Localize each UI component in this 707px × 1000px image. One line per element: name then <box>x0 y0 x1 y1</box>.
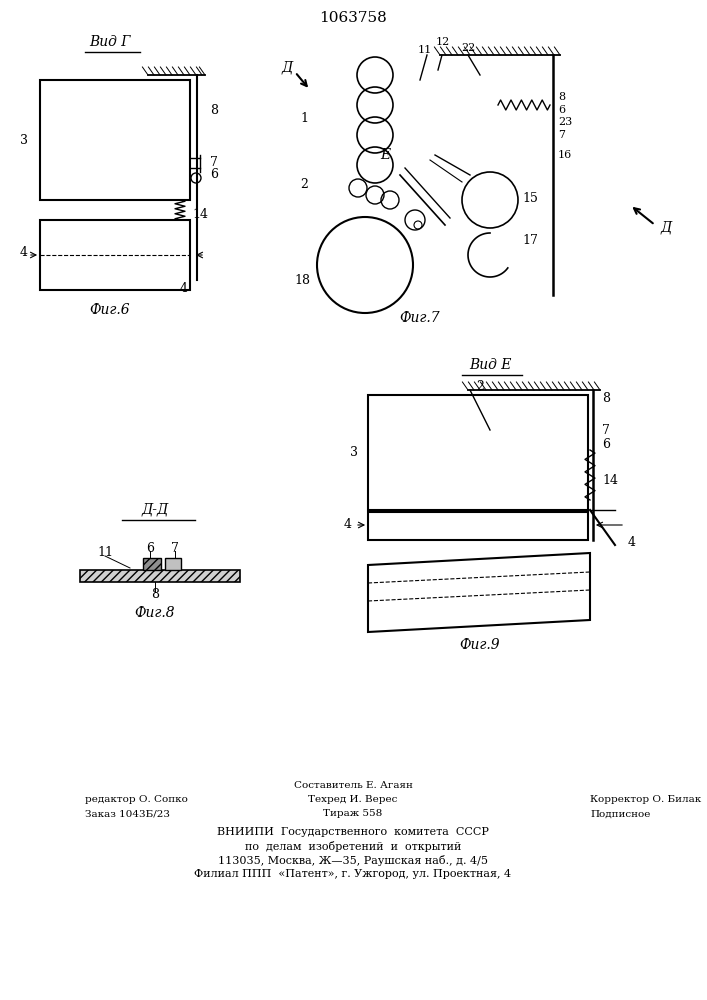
Bar <box>80 570 240 582</box>
Text: Фиг.8: Фиг.8 <box>135 606 175 620</box>
Text: 3: 3 <box>350 446 358 458</box>
Text: ВНИИПИ  Государственного  комитета  СССР: ВНИИПИ Государственного комитета СССР <box>217 827 489 837</box>
Text: Составитель Е. Агаян: Составитель Е. Агаян <box>293 782 412 790</box>
Text: 17: 17 <box>522 233 538 246</box>
Bar <box>368 395 588 510</box>
Text: 11: 11 <box>418 45 432 55</box>
Text: 6: 6 <box>558 105 565 115</box>
Text: 18: 18 <box>294 273 310 286</box>
Text: 1063758: 1063758 <box>319 11 387 25</box>
Text: 2: 2 <box>300 178 308 192</box>
Text: 7: 7 <box>210 156 218 169</box>
Text: 4: 4 <box>344 518 352 530</box>
Text: 11: 11 <box>97 546 113 558</box>
Text: Д: Д <box>660 220 671 234</box>
Bar <box>40 80 190 200</box>
Bar <box>143 558 161 570</box>
Text: 8: 8 <box>210 104 218 116</box>
Text: Фиг.6: Фиг.6 <box>90 303 130 317</box>
Text: 7: 7 <box>558 130 565 140</box>
Text: 8: 8 <box>151 588 159 601</box>
Text: 3: 3 <box>20 133 28 146</box>
Text: 4: 4 <box>180 282 188 294</box>
Text: 113035, Москва, Ж—35, Раушская наб., д. 4/5: 113035, Москва, Ж—35, Раушская наб., д. … <box>218 854 488 865</box>
Text: 7: 7 <box>171 542 179 554</box>
Text: Техред И. Верес: Техред И. Верес <box>308 796 397 804</box>
Text: 8: 8 <box>558 92 565 102</box>
Text: 7: 7 <box>602 424 610 436</box>
Text: 6: 6 <box>146 542 154 554</box>
Text: 1: 1 <box>300 111 308 124</box>
Text: Фиг.7: Фиг.7 <box>399 311 440 325</box>
Text: Вид E: Вид E <box>469 358 511 372</box>
Text: 4: 4 <box>628 536 636 550</box>
Text: E: E <box>380 148 390 162</box>
Text: 8: 8 <box>602 391 610 404</box>
Text: 14: 14 <box>192 209 208 222</box>
Text: редактор О. Сопко: редактор О. Сопко <box>85 796 188 804</box>
Text: 4: 4 <box>20 246 28 259</box>
Text: Фиг.9: Фиг.9 <box>460 638 501 652</box>
Bar <box>368 512 588 540</box>
Text: по  делам  изобретений  и  открытий: по делам изобретений и открытий <box>245 840 461 852</box>
Text: Д-Д: Д-Д <box>141 503 169 517</box>
Text: 16: 16 <box>558 150 572 160</box>
Text: Подписное: Подписное <box>590 810 650 818</box>
Bar <box>40 220 190 290</box>
Text: Филиал ППП  «Патент», г. Ужгород, ул. Проектная, 4: Филиал ППП «Патент», г. Ужгород, ул. Про… <box>194 869 512 879</box>
Text: Тираж 558: Тираж 558 <box>323 810 382 818</box>
Text: 14: 14 <box>602 474 618 487</box>
Text: Д: Д <box>282 61 293 75</box>
Text: 22: 22 <box>461 43 475 53</box>
Text: 15: 15 <box>522 192 538 205</box>
Text: 6: 6 <box>602 438 610 452</box>
Text: Корректор О. Билак: Корректор О. Билак <box>590 796 701 804</box>
Text: Заказ 1043Б/23: Заказ 1043Б/23 <box>85 810 170 818</box>
Text: 6: 6 <box>210 168 218 182</box>
Text: 12: 12 <box>436 37 450 47</box>
Text: 2: 2 <box>476 379 484 392</box>
Text: 23: 23 <box>558 117 572 127</box>
Bar <box>165 558 181 570</box>
Text: Вид Г: Вид Г <box>89 35 131 49</box>
